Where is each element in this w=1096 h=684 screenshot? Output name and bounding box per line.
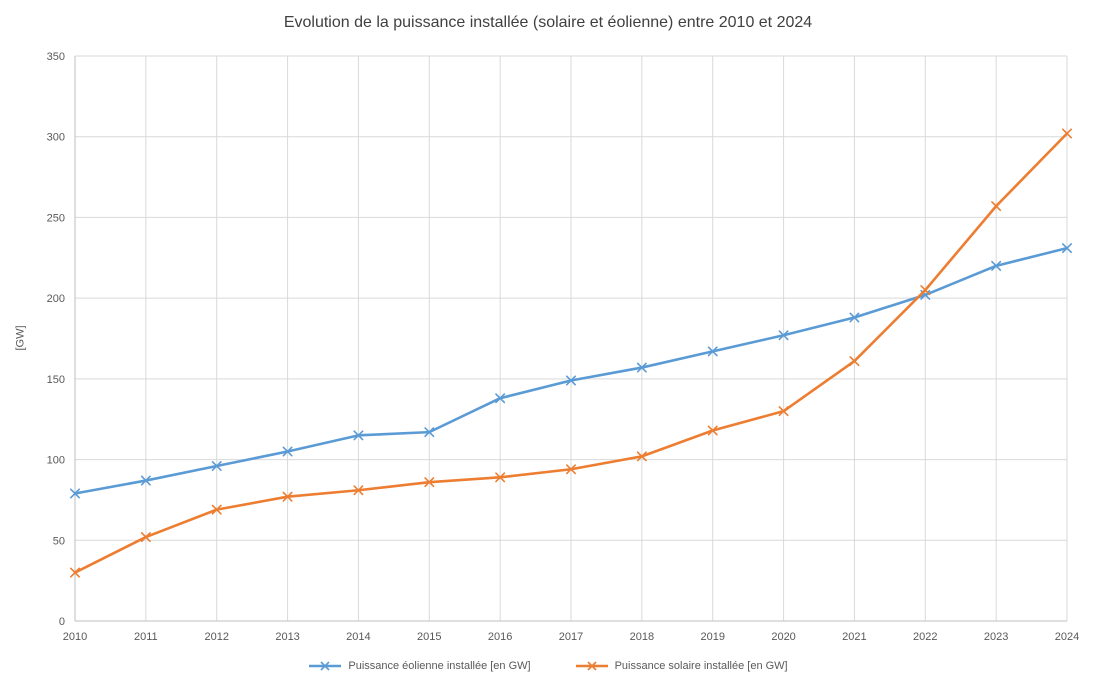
svg-text:2010: 2010 [63, 631, 87, 643]
gridlines [75, 55, 1068, 621]
svg-text:2015: 2015 [417, 631, 441, 643]
svg-text:2017: 2017 [559, 631, 583, 643]
svg-text:2022: 2022 [913, 631, 937, 643]
data-point-marker [778, 406, 789, 417]
data-point-marker [1062, 128, 1072, 139]
svg-text:2011: 2011 [134, 631, 158, 643]
eolienne-series-marker-icon [309, 661, 342, 671]
series-line-1 [70, 128, 1072, 578]
solaire-series-marker-icon [575, 661, 608, 671]
data-point-marker [707, 425, 718, 436]
legend-label-solaire: Puissance solaire installée [en GW] [614, 660, 788, 672]
data-point-marker [282, 491, 293, 502]
data-point-marker [495, 393, 506, 404]
x-axis-tick-labels: 2010 2011 2012 2013 2014 2015 2016 2017 2018 2019… [63, 631, 1079, 643]
svg-text:2024: 2024 [1055, 631, 1079, 643]
data-point-marker [495, 472, 506, 483]
svg-text:2018: 2018 [630, 631, 654, 643]
svg-text:0: 0 [59, 616, 65, 628]
svg-text:2014: 2014 [346, 631, 370, 643]
data-point-marker [282, 446, 293, 457]
legend-item-solaire: Puissance solaire installée [en GW] [575, 660, 788, 672]
data-point-marker [140, 532, 151, 543]
data-point-marker [920, 285, 931, 296]
svg-text:100: 100 [47, 455, 65, 467]
svg-text:200: 200 [47, 293, 65, 305]
data-point-marker [991, 260, 1002, 271]
data-point-marker [211, 504, 222, 515]
data-point-marker [778, 330, 789, 341]
data-point-marker [353, 485, 364, 496]
data-point-marker [636, 451, 647, 462]
legend-label-eolienne: Puissance éolienne installée [en GW] [348, 660, 531, 672]
svg-text:2012: 2012 [204, 631, 228, 643]
svg-text:300: 300 [47, 132, 65, 144]
data-point-marker [849, 356, 860, 367]
data-point-marker [707, 346, 718, 357]
data-point-marker [353, 430, 364, 441]
svg-text:2023: 2023 [984, 631, 1008, 643]
axes [74, 56, 1067, 622]
svg-text:50: 50 [53, 535, 65, 547]
svg-text:2019: 2019 [700, 631, 724, 643]
y-axis-tick-labels: 0 50 100 150 200 250 300 350 [47, 51, 65, 628]
data-point-marker [991, 201, 1002, 212]
data-point-marker [70, 567, 80, 578]
series-line-0 [70, 243, 1072, 499]
svg-text:350: 350 [47, 51, 65, 63]
data-point-marker [636, 362, 647, 373]
chart-legend: Puissance éolienne installée [en GW] Pui… [0, 660, 1096, 672]
svg-text:2020: 2020 [771, 631, 795, 643]
data-point-marker [424, 477, 435, 488]
svg-text:2013: 2013 [275, 631, 299, 643]
data-point-marker [1062, 243, 1072, 254]
legend-item-eolienne: Puissance éolienne installée [en GW] [308, 660, 531, 672]
data-point-marker [849, 312, 860, 323]
svg-text:250: 250 [47, 212, 65, 224]
data-point-marker [211, 461, 222, 472]
data-point-marker [566, 464, 576, 475]
chart-title: Evolution de la puissance installée (sol… [283, 14, 813, 31]
svg-text:2016: 2016 [488, 631, 512, 643]
svg-text:150: 150 [47, 374, 65, 386]
svg-text:2021: 2021 [842, 631, 866, 643]
data-point-marker [424, 427, 435, 438]
data-point-marker [140, 475, 151, 486]
data-point-marker [566, 375, 576, 386]
data-point-marker [70, 488, 80, 499]
